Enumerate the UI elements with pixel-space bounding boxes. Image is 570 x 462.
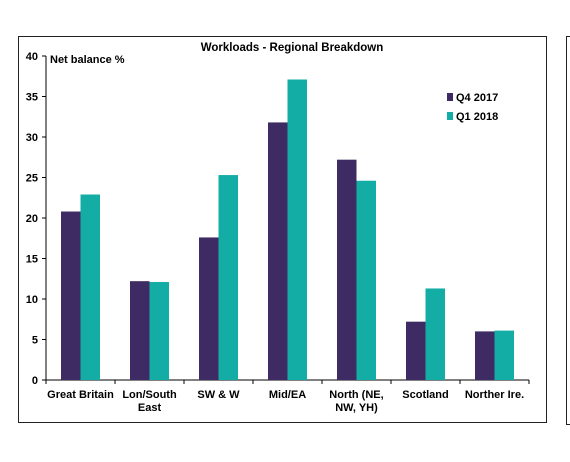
legend-label: Q1 2018 [456,111,498,123]
x-tick-label: NW, YH) [335,402,378,414]
legend-label: Q4 2017 [456,92,498,104]
bar-q4-2017 [337,159,357,380]
bar-q4-2017 [199,237,219,380]
bar-q4-2017 [61,211,81,380]
x-tick-label: North (NE, [329,389,383,401]
y-tick-label: 25 [26,173,38,185]
x-tick-label: Scotland [402,389,448,401]
bar-q1-2018 [218,175,238,380]
bars [61,79,514,381]
x-tick-label: Mid/EA [269,389,306,401]
y-tick-label: 10 [26,294,38,306]
bar-q4-2017 [268,122,288,381]
legend-swatch [447,93,453,101]
y-axis-label: Net balance % [50,54,125,66]
legend: Q4 2017 Q1 2018 [447,92,498,123]
y-tick-label: 35 [26,92,38,104]
bar-q4-2017 [475,331,495,380]
bar-q1-2018 [356,180,376,380]
x-tick-label: SW & W [197,389,240,401]
x-tick-label: East [138,402,162,414]
y-tick-label: 5 [32,335,38,347]
adjacent-chart-frame [566,36,570,425]
y-tick-label: 0 [32,375,38,387]
y-ticks: 0 5 10 15 20 25 30 35 40 [26,51,46,387]
bar-q1-2018 [149,281,169,380]
bar-q1-2018 [287,79,307,381]
bar-q1-2018 [80,194,100,380]
bar-q4-2017 [406,321,426,380]
y-tick-label: 40 [26,51,38,63]
legend-swatch [447,112,453,120]
bar-q1-2018 [425,288,445,380]
bar-q4-2017 [130,281,150,380]
y-tick-label: 30 [26,132,38,144]
x-tick-label: Lon/South [122,389,177,401]
chart-title: Workloads - Regional Breakdown [201,42,384,54]
bar-q1-2018 [494,330,514,380]
x-tick-label: Norther Ire. [465,389,524,401]
y-tick-label: 20 [26,213,38,225]
y-tick-label: 15 [26,254,38,266]
x-tick-label: Great Britain [47,389,114,401]
